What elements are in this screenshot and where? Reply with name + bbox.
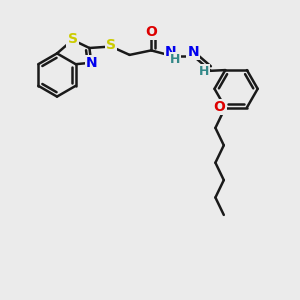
Text: N: N [165, 45, 177, 58]
Text: O: O [214, 100, 226, 114]
Text: S: S [68, 32, 78, 46]
Text: S: S [106, 38, 116, 52]
Text: H: H [199, 65, 209, 79]
Text: N: N [86, 56, 98, 70]
Text: O: O [145, 25, 157, 39]
Text: H: H [170, 53, 180, 67]
Text: N: N [188, 45, 199, 58]
